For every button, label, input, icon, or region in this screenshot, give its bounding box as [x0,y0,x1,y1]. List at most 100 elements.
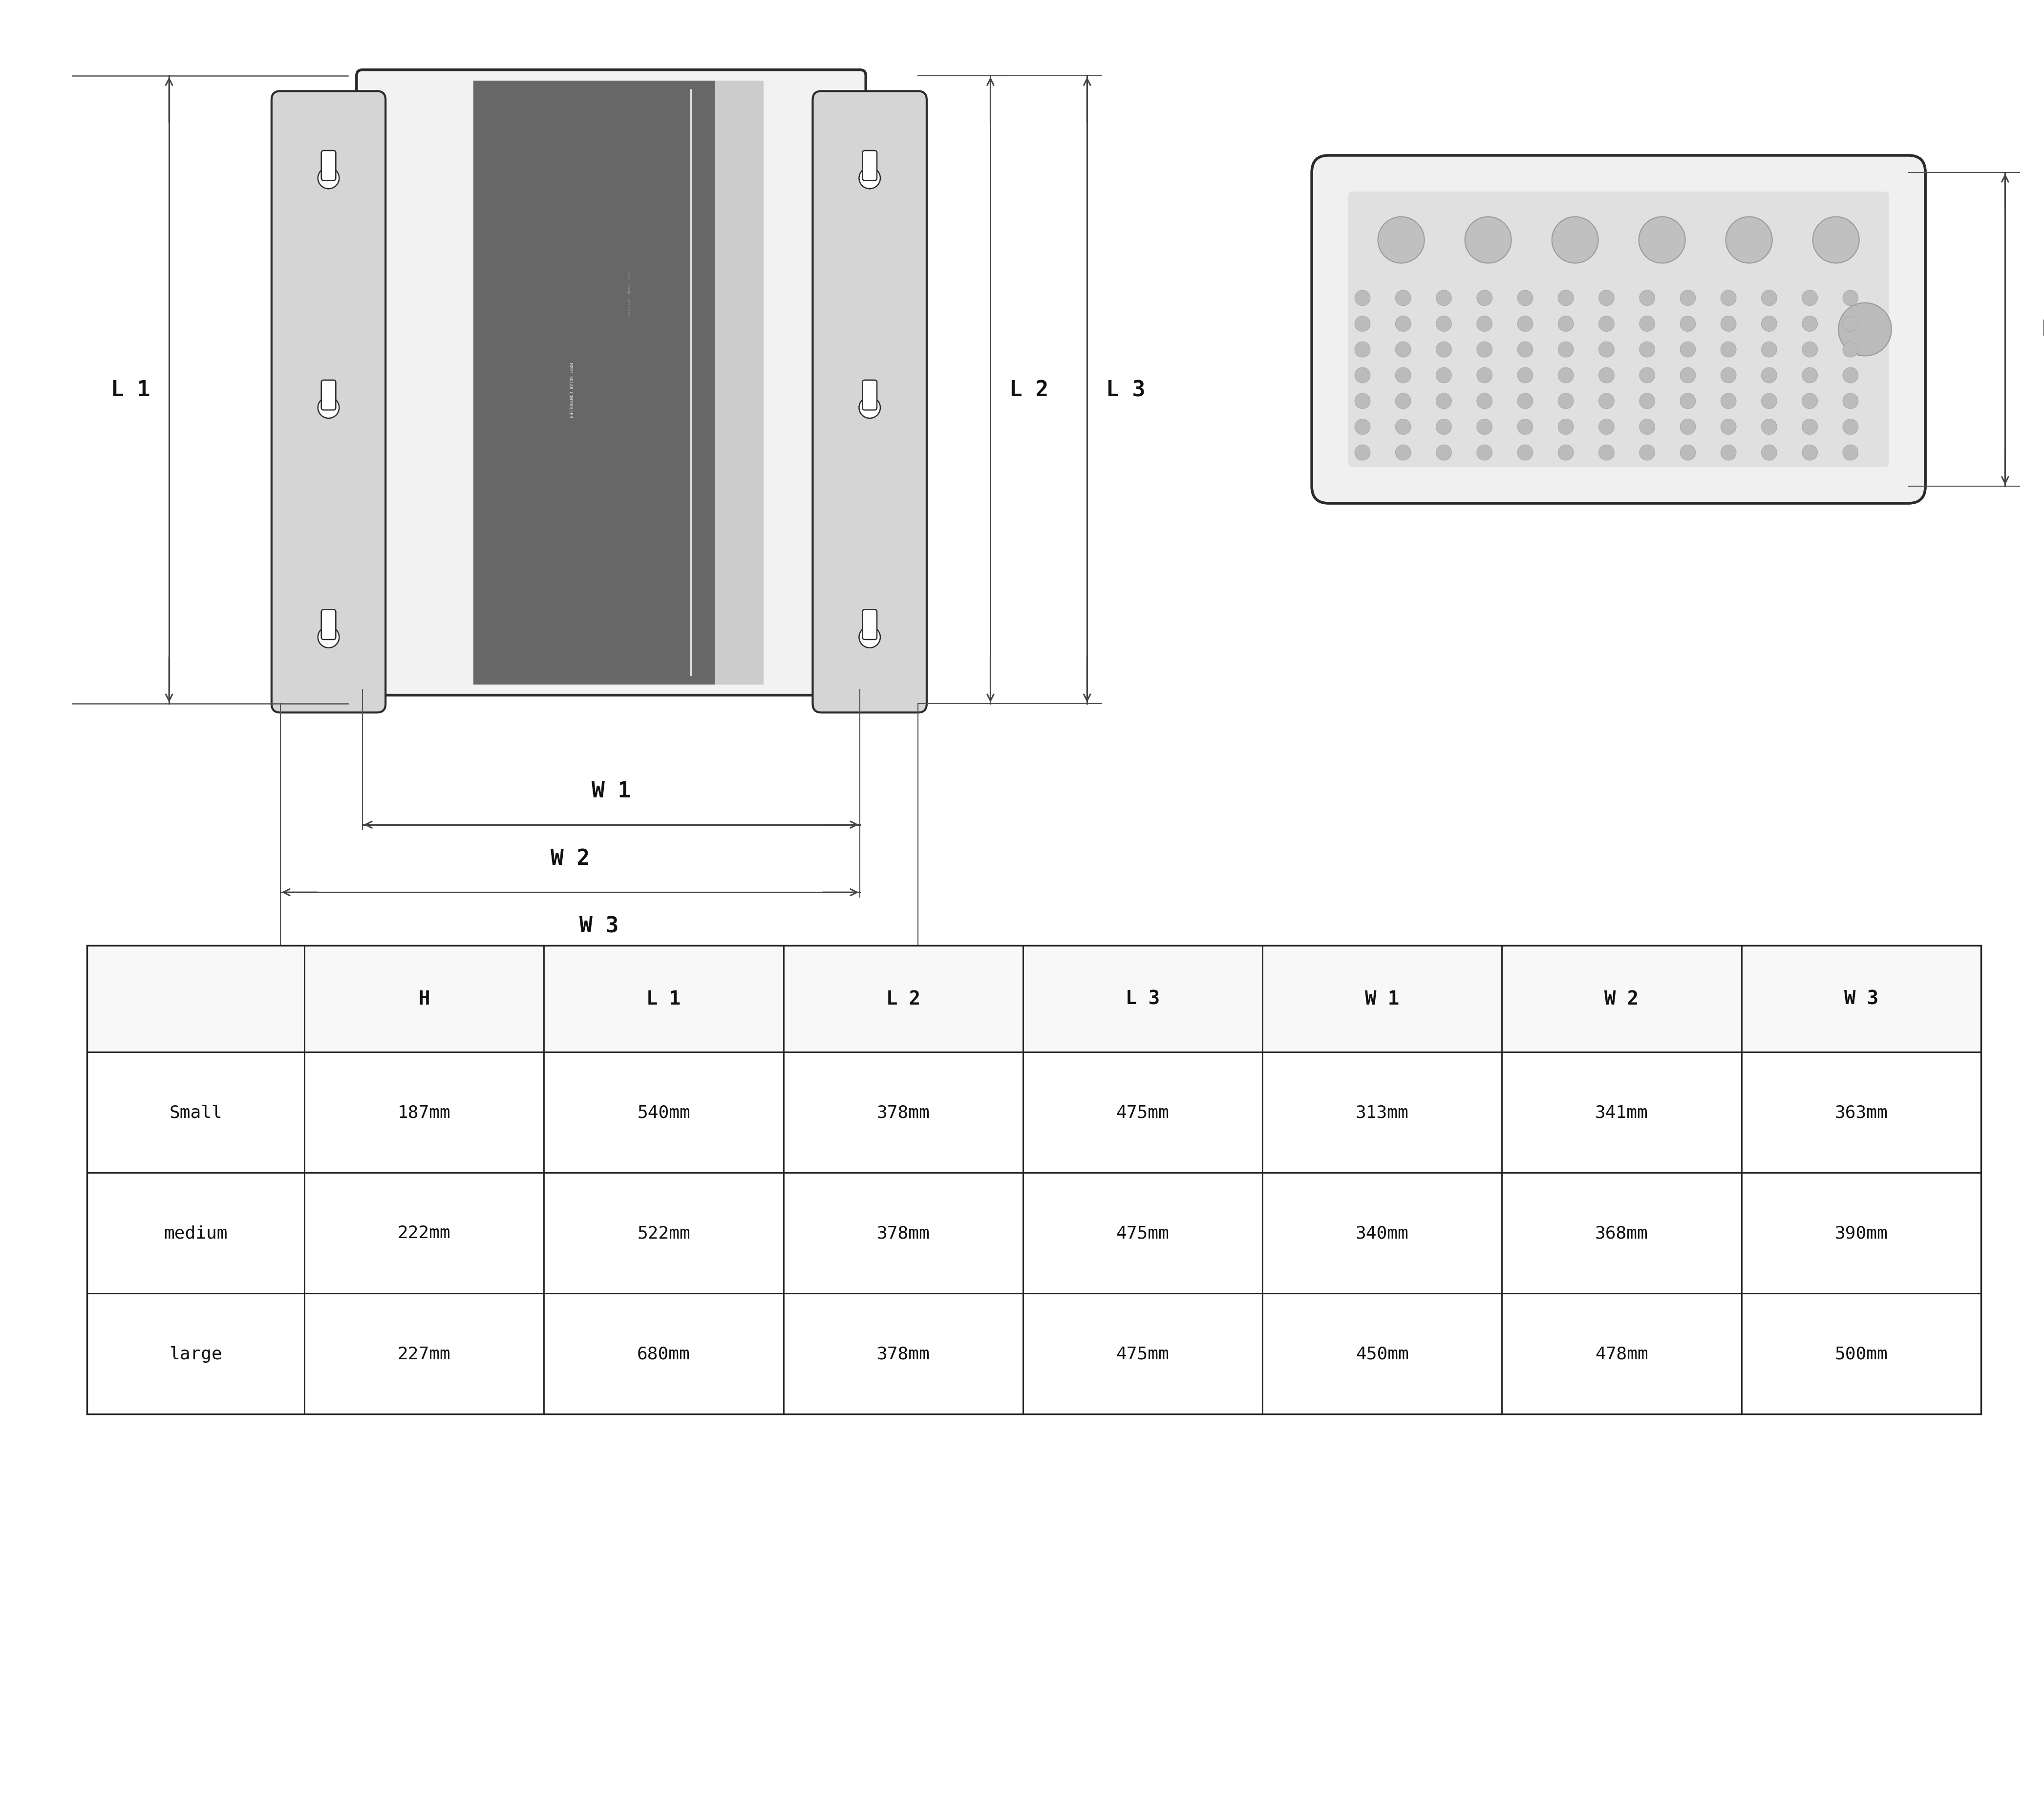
Circle shape [1396,290,1410,306]
Circle shape [1396,420,1410,434]
Circle shape [1639,394,1656,409]
Bar [1741,1172,1981,1293]
Circle shape [1680,367,1697,384]
Text: L 2: L 2 [1010,380,1049,400]
Circle shape [1598,420,1615,434]
Bar [474,81,715,684]
Circle shape [1762,342,1776,358]
Circle shape [319,398,339,418]
Circle shape [1598,367,1615,384]
Bar [715,81,762,684]
Circle shape [1517,420,1533,434]
Text: medium: medium [164,1225,227,1241]
Circle shape [1476,290,1492,306]
Text: L 3: L 3 [1106,380,1145,400]
Bar [1741,946,1981,1052]
Bar [1502,946,1741,1052]
FancyBboxPatch shape [356,70,867,695]
Circle shape [1355,420,1369,434]
FancyBboxPatch shape [814,92,926,713]
Bar [1022,1052,1263,1172]
Circle shape [1551,218,1598,263]
Bar [1263,1172,1502,1293]
Circle shape [1437,445,1451,461]
Circle shape [1396,445,1410,461]
Circle shape [1558,290,1574,306]
Circle shape [1355,394,1369,409]
Text: 522mm: 522mm [638,1225,691,1241]
Bar [783,1172,1022,1293]
Bar [88,1172,305,1293]
Circle shape [1476,317,1492,331]
Circle shape [1517,367,1533,384]
Circle shape [1437,342,1451,358]
Bar [1741,1293,1981,1414]
Circle shape [858,167,881,189]
Circle shape [1558,367,1574,384]
Bar [305,1172,544,1293]
Circle shape [1803,420,1817,434]
Circle shape [1844,317,1858,331]
Text: 222mm: 222mm [399,1225,452,1241]
Circle shape [1437,367,1451,384]
Text: large: large [170,1345,223,1362]
Text: W 1: W 1 [591,780,632,801]
Circle shape [1762,317,1776,331]
Circle shape [1803,290,1817,306]
Circle shape [1639,342,1656,358]
Text: L 1: L 1 [646,989,681,1009]
Text: 340mm: 340mm [1355,1225,1408,1241]
Text: L 2: L 2 [885,989,920,1009]
Text: 313mm: 313mm [1355,1104,1408,1120]
Circle shape [1396,394,1410,409]
Circle shape [1558,342,1574,358]
Circle shape [1639,218,1684,263]
Bar [88,1172,1981,1293]
Text: W 1: W 1 [1365,989,1400,1009]
Bar [1263,1293,1502,1414]
FancyBboxPatch shape [321,151,335,180]
Circle shape [1813,218,1860,263]
Circle shape [1680,394,1697,409]
Circle shape [1639,367,1656,384]
Circle shape [319,627,339,648]
Circle shape [1762,420,1776,434]
Bar [88,946,1981,1052]
Bar [544,946,783,1052]
Circle shape [1437,290,1451,306]
Text: MPPT SOLAR CONTROLLER: MPPT SOLAR CONTROLLER [568,362,572,418]
Bar [305,1293,544,1414]
Circle shape [1639,445,1656,461]
Bar [1502,1172,1741,1293]
Bar [305,946,544,1052]
FancyBboxPatch shape [321,380,335,411]
Circle shape [1721,394,1735,409]
Circle shape [1517,317,1533,331]
Circle shape [1721,342,1735,358]
Circle shape [1517,394,1533,409]
Circle shape [1844,342,1858,358]
Text: 378mm: 378mm [877,1345,930,1362]
Circle shape [1558,394,1574,409]
Text: W 3: W 3 [1844,989,1878,1009]
Circle shape [1355,342,1369,358]
Circle shape [1476,367,1492,384]
Bar [1022,946,1263,1052]
Circle shape [1725,218,1772,263]
Circle shape [1558,445,1574,461]
Text: 475mm: 475mm [1116,1225,1169,1241]
Circle shape [319,167,339,189]
Circle shape [1680,290,1697,306]
Circle shape [1762,367,1776,384]
Bar [544,1052,783,1172]
Circle shape [1680,317,1697,331]
Circle shape [1355,290,1369,306]
FancyBboxPatch shape [863,151,877,180]
Text: 368mm: 368mm [1594,1225,1647,1241]
Circle shape [1598,342,1615,358]
Circle shape [1639,290,1656,306]
Bar [1263,1052,1502,1172]
FancyBboxPatch shape [863,611,877,639]
Text: 475mm: 475mm [1116,1104,1169,1120]
Circle shape [1558,317,1574,331]
